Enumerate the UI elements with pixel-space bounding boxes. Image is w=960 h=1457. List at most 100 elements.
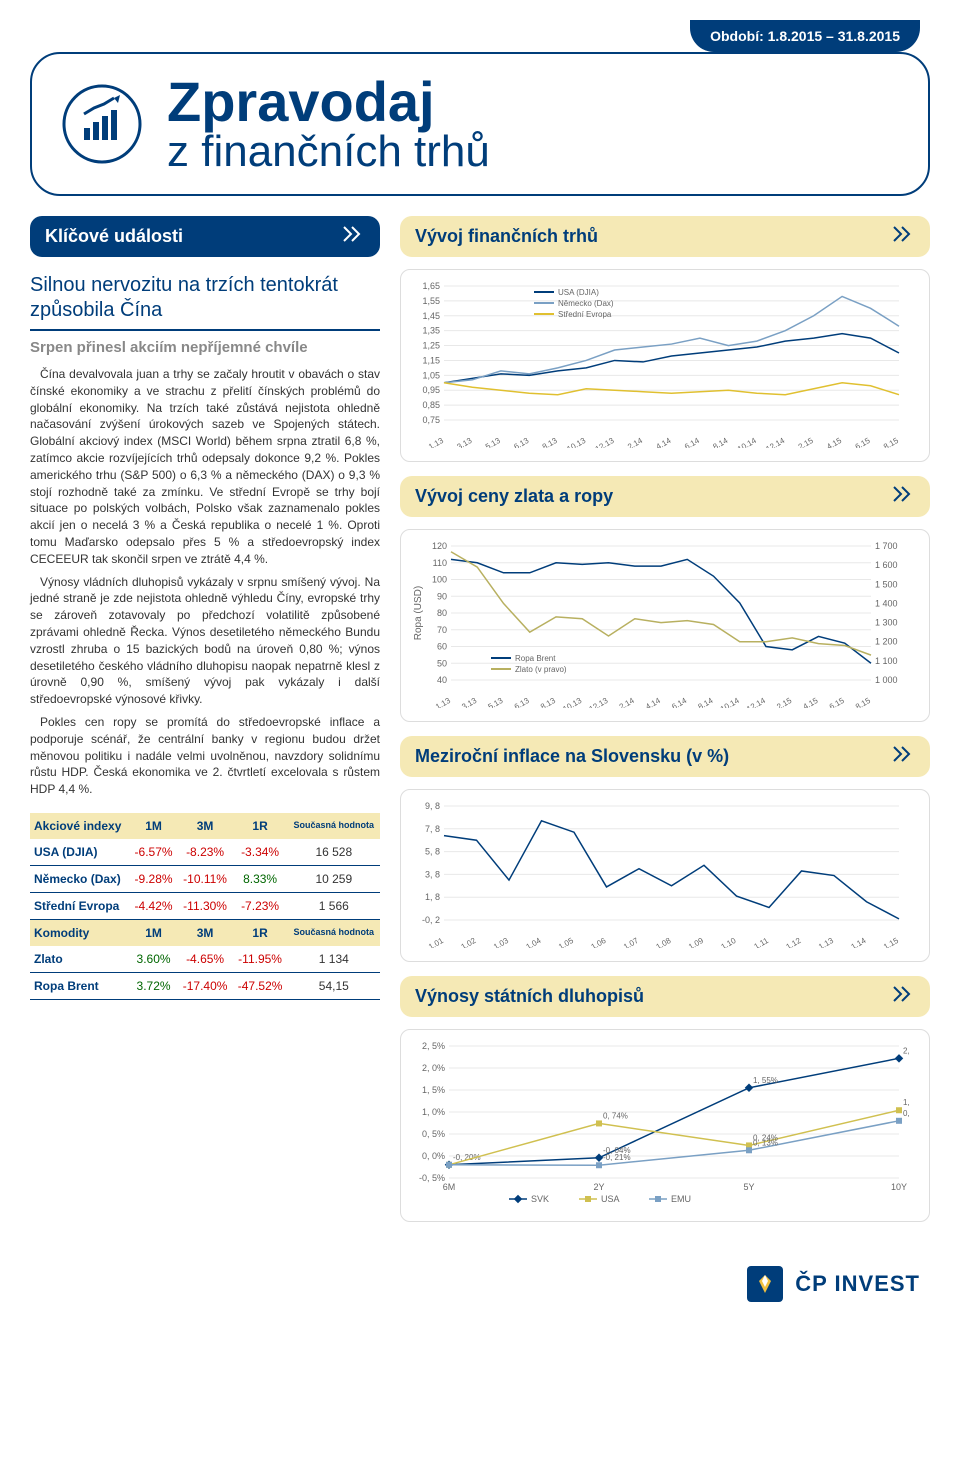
table-cell: -8.23% bbox=[178, 839, 233, 866]
svg-text:1,65: 1,65 bbox=[422, 281, 440, 291]
svg-text:1.02: 1.02 bbox=[460, 936, 478, 948]
svg-text:3.13: 3.13 bbox=[460, 696, 478, 708]
svg-text:6.15: 6.15 bbox=[854, 436, 872, 448]
svg-text:4.15: 4.15 bbox=[802, 696, 820, 708]
svg-text:1.12: 1.12 bbox=[785, 936, 803, 948]
table-cell: 54,15 bbox=[288, 972, 380, 999]
svg-text:12.13: 12.13 bbox=[588, 696, 610, 708]
table-header: Komodity bbox=[30, 919, 130, 946]
svg-text:1, 0%: 1, 0% bbox=[422, 1107, 445, 1117]
svg-text:6.15: 6.15 bbox=[828, 696, 846, 708]
svg-text:2.14: 2.14 bbox=[618, 696, 636, 708]
svg-text:60: 60 bbox=[437, 642, 447, 652]
chevron-icon bbox=[893, 226, 915, 247]
svg-text:Ropa (USD): Ropa (USD) bbox=[413, 586, 424, 640]
svg-text:1.13: 1.13 bbox=[817, 936, 835, 948]
table-cell: 8.33% bbox=[233, 865, 288, 892]
chevron-icon bbox=[893, 746, 915, 767]
table-cell: -6.57% bbox=[130, 839, 178, 866]
svg-text:-0, 21%: -0, 21% bbox=[603, 1153, 631, 1162]
svg-text:1.01: 1.01 bbox=[427, 936, 445, 948]
table-header: 1R bbox=[233, 813, 288, 839]
chart-bonds: -0, 5%0, 0%0, 5%1, 0%1, 5%2, 0%2, 5%6M2Y… bbox=[400, 1029, 930, 1222]
svg-text:12.13: 12.13 bbox=[594, 436, 616, 448]
headline: Silnou nervozitu na trzích tentokrát způ… bbox=[30, 269, 380, 331]
section-commodities: Vývoj ceny zlata a ropy bbox=[400, 476, 930, 517]
svg-text:2.14: 2.14 bbox=[626, 436, 644, 448]
svg-text:80: 80 bbox=[437, 608, 447, 618]
svg-text:1 600: 1 600 bbox=[875, 560, 898, 570]
chart-inflation: -0, 21, 83, 85, 87, 89, 81.011.021.031.0… bbox=[400, 789, 930, 962]
svg-text:2.15: 2.15 bbox=[797, 436, 815, 448]
svg-text:8.15: 8.15 bbox=[882, 436, 900, 448]
svg-text:1.07: 1.07 bbox=[622, 936, 640, 948]
svg-text:0,85: 0,85 bbox=[422, 400, 440, 410]
svg-text:8.14: 8.14 bbox=[697, 696, 715, 708]
table-header: 1M bbox=[130, 919, 178, 946]
svg-text:8.13: 8.13 bbox=[539, 696, 557, 708]
table-cell: -4.42% bbox=[130, 892, 178, 919]
table-cell: -47.52% bbox=[233, 972, 288, 999]
section-key-events: Klíčové události bbox=[30, 216, 380, 257]
svg-text:USA (DJIA): USA (DJIA) bbox=[558, 288, 599, 297]
svg-text:0, 13%: 0, 13% bbox=[753, 1138, 778, 1147]
header-main: Zpravodaj bbox=[167, 74, 490, 130]
table-cell: 16 528 bbox=[288, 839, 380, 866]
table-header: 3M bbox=[178, 919, 233, 946]
chevron-icon bbox=[893, 986, 915, 1007]
table-row: Střední Evropa-4.42%-11.30%-7.23%1 566 bbox=[30, 892, 380, 919]
svg-text:1, 5%: 1, 5% bbox=[422, 1085, 445, 1095]
svg-text:1, 04%: 1, 04% bbox=[903, 1098, 909, 1107]
header-title: Zpravodaj z finančních trhů bbox=[167, 74, 490, 174]
table-cell: -17.40% bbox=[178, 972, 233, 999]
svg-text:Zlato (v pravo): Zlato (v pravo) bbox=[515, 665, 567, 674]
svg-text:0, 80%: 0, 80% bbox=[903, 1109, 909, 1118]
svg-text:1,15: 1,15 bbox=[422, 355, 440, 365]
section-title: Meziroční inflace na Slovensku (v %) bbox=[415, 746, 729, 767]
table-row: USA (DJIA)-6.57%-8.23%-3.34%16 528 bbox=[30, 839, 380, 866]
svg-text:Německo (Dax): Německo (Dax) bbox=[558, 299, 614, 308]
svg-text:8.15: 8.15 bbox=[854, 696, 872, 708]
subheadline: Srpen přinesl akciím nepříjemné chvíle bbox=[30, 339, 380, 356]
svg-text:1.09: 1.09 bbox=[687, 936, 705, 948]
svg-text:1.13: 1.13 bbox=[434, 696, 452, 708]
svg-text:0, 74%: 0, 74% bbox=[603, 1111, 628, 1120]
svg-text:8.13: 8.13 bbox=[541, 436, 559, 448]
svg-text:1,55: 1,55 bbox=[422, 296, 440, 306]
svg-text:1.10: 1.10 bbox=[720, 936, 738, 948]
svg-text:5Y: 5Y bbox=[743, 1182, 754, 1192]
table-row: Zlato3.60%-4.65%-11.95%1 134 bbox=[30, 946, 380, 973]
svg-text:1.08: 1.08 bbox=[655, 936, 673, 948]
svg-text:1,25: 1,25 bbox=[422, 341, 440, 351]
table-cell: Zlato bbox=[30, 946, 130, 973]
table-cell: 1 134 bbox=[288, 946, 380, 973]
table-header: 1R bbox=[233, 919, 288, 946]
table-cell: 10 259 bbox=[288, 865, 380, 892]
svg-text:1 100: 1 100 bbox=[875, 656, 898, 666]
brand-logo-icon bbox=[747, 1266, 783, 1302]
svg-text:6.14: 6.14 bbox=[670, 696, 688, 708]
table-cell: -11.95% bbox=[233, 946, 288, 973]
svg-text:5, 8: 5, 8 bbox=[425, 847, 440, 857]
svg-text:1 000: 1 000 bbox=[875, 675, 898, 685]
svg-text:0,75: 0,75 bbox=[422, 415, 440, 425]
svg-text:2, 0%: 2, 0% bbox=[422, 1063, 445, 1073]
svg-text:40: 40 bbox=[437, 675, 447, 685]
table-cell: USA (DJIA) bbox=[30, 839, 130, 866]
table-cell: Střední Evropa bbox=[30, 892, 130, 919]
header-box: Zpravodaj z finančních trhů bbox=[30, 52, 930, 196]
svg-text:110: 110 bbox=[433, 558, 447, 568]
svg-text:1 400: 1 400 bbox=[875, 598, 898, 608]
svg-text:6.13: 6.13 bbox=[513, 696, 531, 708]
svg-text:90: 90 bbox=[437, 591, 447, 601]
svg-text:0, 5%: 0, 5% bbox=[422, 1129, 445, 1139]
table-row: Německo (Dax)-9.28%-10.11%8.33%10 259 bbox=[30, 865, 380, 892]
svg-text:Ropa Brent: Ropa Brent bbox=[515, 654, 556, 663]
svg-text:9, 8: 9, 8 bbox=[425, 801, 440, 811]
svg-text:100: 100 bbox=[432, 575, 447, 585]
svg-text:4.14: 4.14 bbox=[644, 696, 662, 708]
svg-text:1.05: 1.05 bbox=[557, 936, 575, 948]
svg-text:5.13: 5.13 bbox=[484, 436, 502, 448]
table-header: 3M bbox=[178, 813, 233, 839]
header-sub: z finančních trhů bbox=[167, 130, 490, 174]
